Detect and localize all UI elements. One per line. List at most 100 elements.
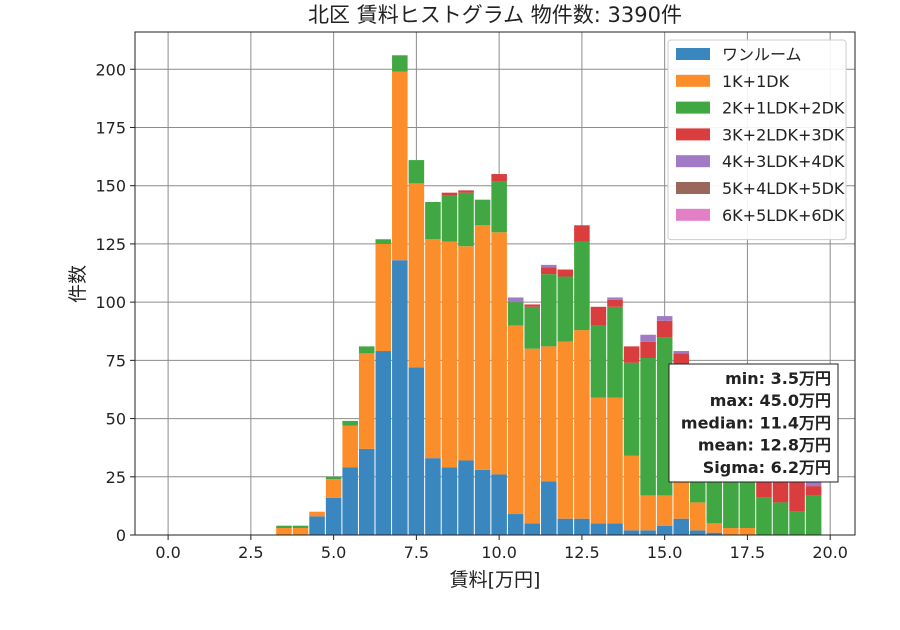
bar-segment bbox=[590, 325, 607, 398]
bar-segment bbox=[557, 276, 574, 342]
bar-segment bbox=[325, 476, 342, 480]
bar-segment bbox=[408, 367, 425, 535]
bar-segment bbox=[673, 351, 689, 354]
stats-line: median: 11.4万円 bbox=[681, 413, 831, 432]
bar-segment bbox=[375, 351, 392, 535]
bar-segment bbox=[458, 190, 474, 193]
bar-segment bbox=[689, 530, 706, 535]
bar-segment bbox=[491, 232, 507, 475]
bar-segment bbox=[491, 174, 507, 182]
y-tick-label: 25 bbox=[106, 468, 126, 487]
bar-segment bbox=[392, 260, 408, 535]
bar-segment bbox=[342, 467, 358, 535]
bar-segment bbox=[640, 358, 656, 496]
y-tick-label: 200 bbox=[95, 60, 126, 79]
legend-label: 1K+1DK bbox=[722, 72, 790, 91]
bar-segment bbox=[507, 514, 524, 535]
bar-segment bbox=[325, 497, 342, 535]
x-axis-label: 賃料[万円] bbox=[450, 569, 541, 591]
bar-segment bbox=[574, 518, 590, 535]
bar-segment bbox=[425, 458, 441, 535]
bar-segment bbox=[292, 528, 309, 535]
bar-segment bbox=[425, 201, 441, 240]
bar-segment bbox=[541, 346, 557, 482]
bar-segment bbox=[358, 346, 375, 354]
bar-segment bbox=[358, 353, 375, 449]
bar-segment bbox=[739, 528, 756, 535]
stats-line: mean: 12.8万円 bbox=[698, 436, 831, 455]
bar-segment bbox=[491, 181, 507, 233]
legend-swatch bbox=[676, 128, 710, 141]
bar-segment bbox=[756, 497, 772, 535]
bar-segment bbox=[789, 476, 805, 512]
legend-label: 2K+1LDK+2DK bbox=[722, 99, 845, 118]
legend-box bbox=[667, 39, 847, 241]
legend: ワンルーム 1K+1DK 2K+1LDK+2DK 3K+2LDK+3DK 4K+3LDK… bbox=[667, 39, 847, 241]
plot-frame bbox=[134, 31, 856, 536]
bar-segment bbox=[524, 348, 541, 524]
legend-swatch bbox=[676, 101, 710, 114]
y-tick-label: 50 bbox=[106, 410, 126, 429]
y-tick-label: 75 bbox=[106, 351, 126, 370]
bar-segment bbox=[656, 316, 673, 321]
stats-line: min: 3.5万円 bbox=[725, 369, 831, 388]
bar-segment bbox=[789, 511, 805, 535]
bar-segment bbox=[557, 269, 574, 277]
bar-segment bbox=[458, 460, 474, 535]
bar-segment bbox=[507, 302, 524, 326]
bar-segment bbox=[309, 516, 325, 535]
bar-segment bbox=[805, 486, 822, 496]
bar-segment bbox=[656, 525, 673, 535]
bar-segment bbox=[557, 518, 574, 535]
x-tick-label: 0.0 bbox=[155, 543, 180, 562]
bar-segment bbox=[276, 525, 292, 529]
bar-segment bbox=[276, 528, 292, 535]
x-tick-label: 10.0 bbox=[481, 543, 517, 562]
bar-segment bbox=[574, 330, 590, 519]
bar-segment bbox=[623, 455, 640, 531]
bar-segment bbox=[706, 532, 723, 535]
bar-segment bbox=[491, 474, 507, 535]
bar-segment bbox=[358, 448, 375, 535]
bar-segment bbox=[408, 183, 425, 368]
bar-segment bbox=[590, 523, 607, 535]
bar-segment bbox=[574, 241, 590, 331]
bar-segment bbox=[607, 299, 623, 307]
x-tick-label: 20.0 bbox=[812, 543, 848, 562]
stats-box: min: 3.5万円 max: 45.0万円 median: 11.4万円 mean:… bbox=[668, 363, 839, 483]
chart-title: 北区 賃料ヒストグラム 物件数: 3390件 bbox=[308, 3, 682, 27]
bar-segment bbox=[623, 530, 640, 535]
bar-segment bbox=[541, 274, 557, 347]
bar-segment bbox=[557, 341, 574, 519]
bar-segment bbox=[607, 297, 623, 300]
x-tick-label: 12.5 bbox=[564, 543, 600, 562]
bar-segment bbox=[474, 469, 491, 535]
bar-segment bbox=[541, 267, 557, 275]
y-tick-label: 100 bbox=[95, 293, 126, 312]
y-axis-ticks: 0 25 50 75 100 125 150 175 200 bbox=[95, 60, 135, 545]
bar-segment bbox=[441, 192, 458, 196]
x-axis-ticks: 0.0 2.5 5.0 7.5 10.0 12.5 15.0 17.5 20.0 bbox=[155, 535, 848, 562]
bar-segment bbox=[309, 511, 325, 517]
bar-segment bbox=[541, 481, 557, 535]
x-tick-label: 5.0 bbox=[321, 543, 346, 562]
bar-segment bbox=[607, 397, 623, 524]
legend-swatch bbox=[676, 182, 710, 194]
bar-segment bbox=[805, 495, 822, 535]
legend-label: 3K+2LDK+3DK bbox=[722, 125, 845, 144]
bar-segment bbox=[673, 518, 689, 535]
stats-line: max: 45.0万円 bbox=[710, 391, 831, 410]
legend-label: 5K+4LDK+5DK bbox=[722, 179, 845, 198]
legend-swatch bbox=[676, 48, 710, 60]
stats-box-frame bbox=[668, 363, 839, 483]
bar-segment bbox=[607, 306, 623, 398]
bar-segment bbox=[441, 241, 458, 468]
bar-segment bbox=[640, 341, 656, 359]
bar-segment bbox=[723, 528, 739, 535]
bar-segment bbox=[507, 325, 524, 515]
bar-segment bbox=[375, 243, 392, 352]
bar-segment bbox=[590, 306, 607, 326]
bar-segment bbox=[342, 420, 358, 426]
bar-segment bbox=[524, 523, 541, 535]
legend-swatch bbox=[676, 155, 710, 168]
